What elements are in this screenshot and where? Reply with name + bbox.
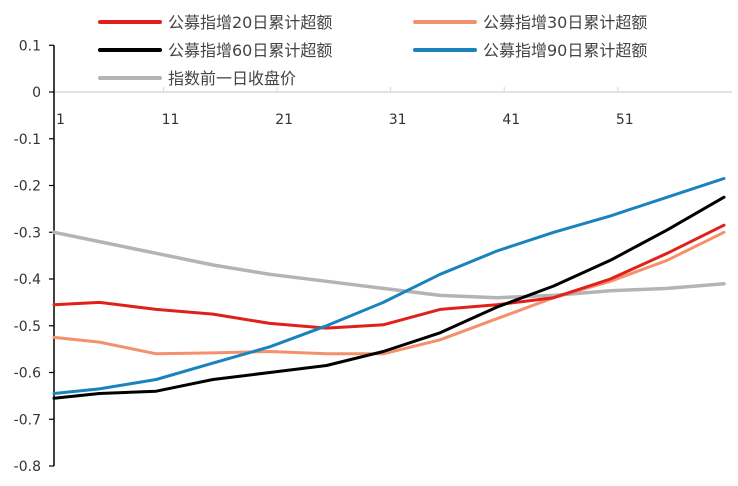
x-tick-label: 11 — [162, 112, 180, 128]
y-tick-label: -0.3 — [14, 225, 41, 241]
series-line — [52, 177, 726, 395]
y-tick-label: -0.5 — [14, 319, 41, 335]
series-line — [52, 230, 726, 356]
y-tick-label: -0.2 — [14, 179, 41, 195]
x-tick-label: 1 — [56, 112, 65, 128]
series-line — [52, 195, 726, 400]
series-line — [52, 230, 726, 300]
y-tick-label: -0.1 — [14, 132, 41, 148]
y-tick-label: -0.8 — [14, 459, 41, 475]
y-tick-label: 0.1 — [19, 38, 41, 54]
y-tick-label: 0 — [32, 85, 41, 101]
y-tick-label: -0.7 — [14, 412, 41, 428]
x-tick-label: 41 — [502, 112, 520, 128]
y-tick-label: -0.6 — [14, 366, 41, 382]
legend-label: 公募指增30日累计超额 — [483, 13, 647, 32]
legend-label: 指数前一日收盘价 — [168, 69, 296, 88]
series-line — [52, 223, 726, 330]
x-tick-label: 21 — [275, 112, 293, 128]
legend-label: 公募指增20日累计超额 — [168, 13, 332, 32]
x-tick-label: 31 — [389, 112, 407, 128]
y-tick-label: -0.4 — [14, 272, 41, 288]
x-tick-label: 51 — [616, 112, 634, 128]
legend-label: 公募指增60日累计超额 — [168, 41, 332, 60]
legend-label: 公募指增90日累计超额 — [483, 41, 647, 60]
